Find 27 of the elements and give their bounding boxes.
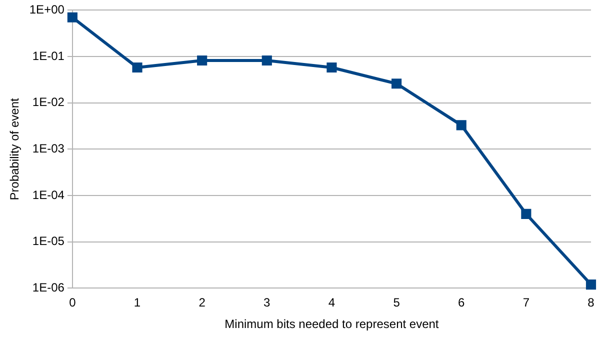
point [197,55,208,66]
point [586,279,596,290]
x-axis-title: Minimum bits needed to represent event [224,317,440,332]
point [262,55,272,66]
point [67,12,78,22]
y-axis-title: Probability of event [8,98,22,200]
x-tick-label: 2 [198,296,206,310]
y-tick-label: 1E-02 [32,95,65,110]
x-tick-label: 6 [458,296,466,310]
x-tick-label: 3 [264,296,271,310]
y-tick-label: 1E-06 [32,280,65,295]
x-tick-label: 1 [134,296,141,310]
y-tick-label: 1E-05 [32,234,65,248]
point [392,78,402,89]
point [132,62,142,73]
point [326,62,337,73]
point [521,208,532,220]
x-tick-label: 5 [393,296,400,310]
x-tick-label: 8 [588,296,595,310]
y-tick-label: 1E-03 [32,142,65,156]
y-tick-label: 1E-04 [32,188,65,202]
x-tick-label: 7 [522,296,530,310]
point [456,120,466,130]
x-tick-label: 0 [69,296,76,310]
y-tick-label: 1E-01 [32,48,65,63]
x-tick-label: 4 [328,296,336,310]
y-tick-label: 1E+00 [29,2,65,17]
